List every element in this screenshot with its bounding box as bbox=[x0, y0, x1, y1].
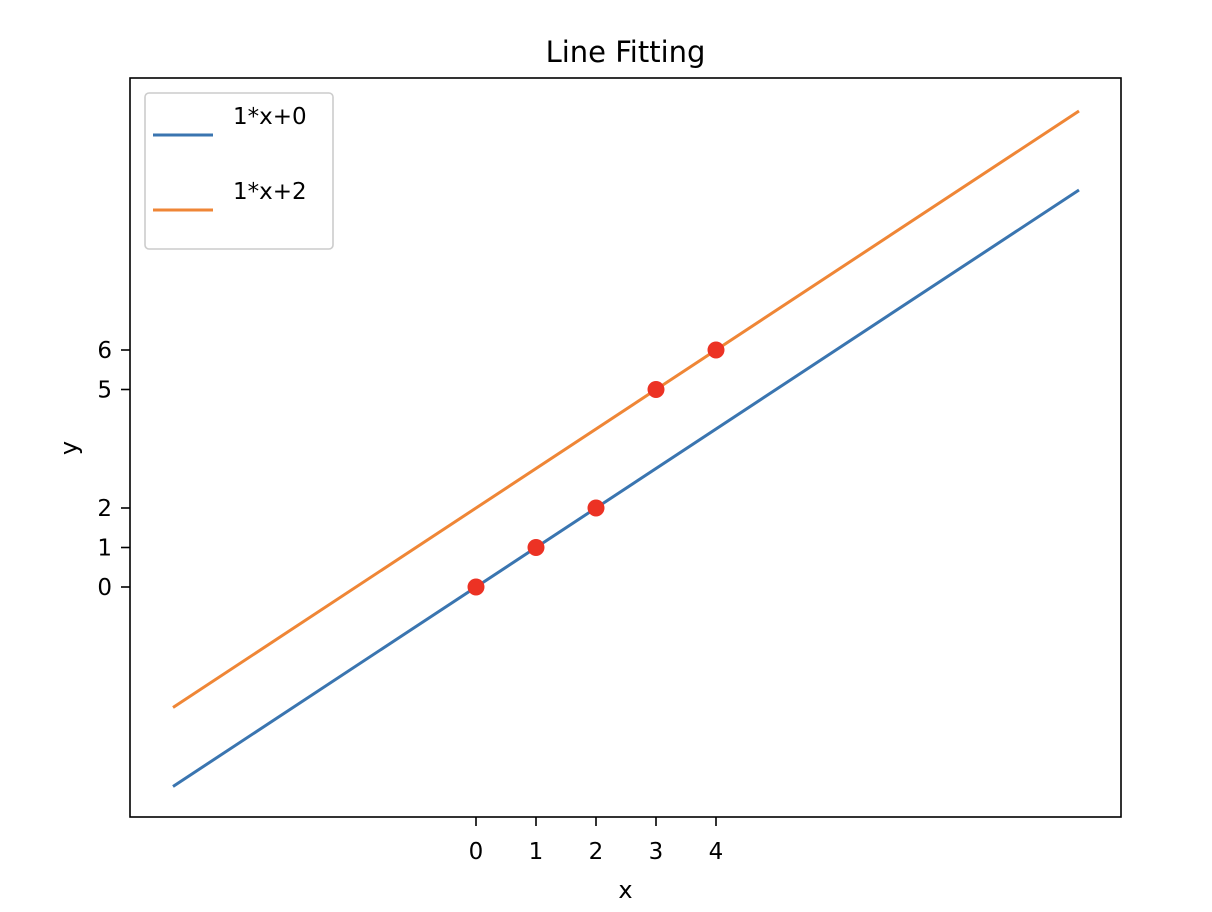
x-tick-label-1: 1 bbox=[529, 839, 544, 865]
legend-label-1: 1*x+0 bbox=[233, 104, 307, 130]
x-tick-label-2: 2 bbox=[589, 839, 604, 865]
y-tick-label-3: 5 bbox=[97, 378, 112, 404]
series-line-1 bbox=[172, 188, 1080, 788]
data-point-1 bbox=[527, 539, 545, 556]
y-tick-label-2: 2 bbox=[97, 496, 112, 522]
x-tick-label-0: 0 bbox=[469, 839, 484, 865]
data-point-2 bbox=[587, 499, 605, 517]
plot-frame bbox=[129, 77, 1122, 818]
legend-label-2: 1*x+2 bbox=[233, 179, 307, 205]
chart-title: Line Fitting bbox=[546, 35, 706, 69]
y-tick-label-4: 6 bbox=[97, 338, 112, 364]
series-line-2 bbox=[172, 109, 1080, 709]
x-tick-label-3: 3 bbox=[649, 839, 664, 865]
y-axis-label: y bbox=[55, 441, 83, 455]
y-tick-label-0: 0 bbox=[97, 575, 112, 601]
data-point-3 bbox=[647, 381, 665, 398]
data-point-0 bbox=[467, 578, 485, 596]
x-axis-label: x bbox=[618, 876, 632, 904]
data-point-4 bbox=[707, 341, 725, 359]
legend: 1*x+0 1*x+2 bbox=[144, 92, 334, 250]
plot-area bbox=[172, 109, 1080, 788]
x-tick-label-4: 4 bbox=[709, 839, 724, 865]
y-tick-label-1: 1 bbox=[97, 536, 112, 562]
